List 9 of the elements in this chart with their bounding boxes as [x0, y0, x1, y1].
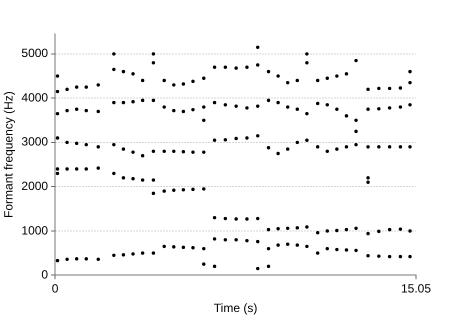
y-axis-title: Formant frequency (Hz)	[2, 91, 16, 218]
y-tick-label: 4000	[21, 90, 48, 104]
y-tick-label: 0	[41, 268, 48, 282]
x-tick-label: 15.05	[400, 282, 432, 296]
y-tick-label: 5000	[21, 46, 48, 60]
y-tick-label: 3000	[21, 134, 48, 149]
x-axis-title: Time (s)	[214, 301, 258, 316]
y-tick-label: 2000	[21, 179, 48, 193]
y-tick-label: 1000	[21, 223, 48, 238]
